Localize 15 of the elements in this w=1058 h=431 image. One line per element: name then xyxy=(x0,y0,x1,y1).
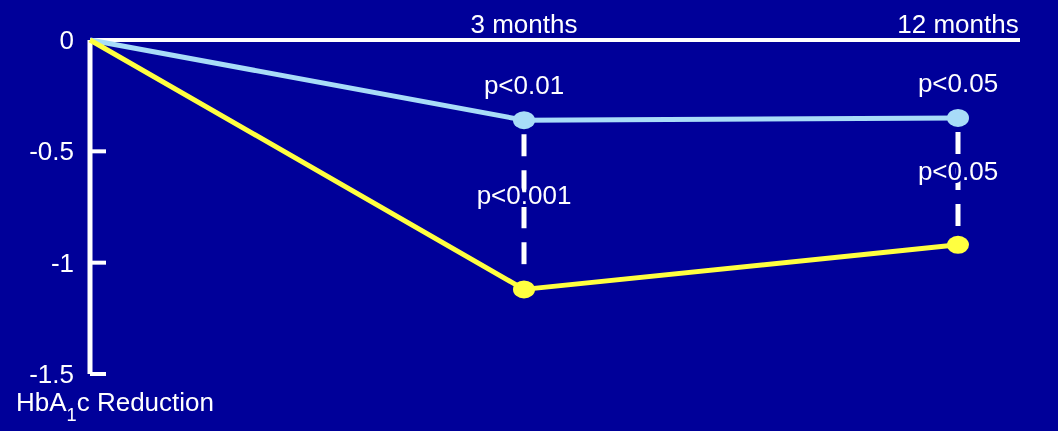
annotation: p<0.01 xyxy=(483,70,565,101)
y-tick-label: -1.5 xyxy=(29,359,74,390)
point xyxy=(947,235,969,254)
point xyxy=(513,111,535,130)
annotation: p<0.05 xyxy=(917,68,999,99)
y-tick-label: -1 xyxy=(50,247,74,278)
y-axis-title: HbA$_{1}$c Reduction xyxy=(16,387,215,425)
y-tick-label: 0 xyxy=(59,25,74,56)
x-tick-label: 12 months xyxy=(897,9,1019,39)
annotation: p<0.05 xyxy=(917,156,999,187)
y-tick-label: -0.5 xyxy=(29,136,74,167)
point xyxy=(513,280,535,299)
point xyxy=(947,108,969,127)
x-tick-label: 3 months xyxy=(470,9,578,39)
annotation: p<0.001 xyxy=(476,179,572,210)
